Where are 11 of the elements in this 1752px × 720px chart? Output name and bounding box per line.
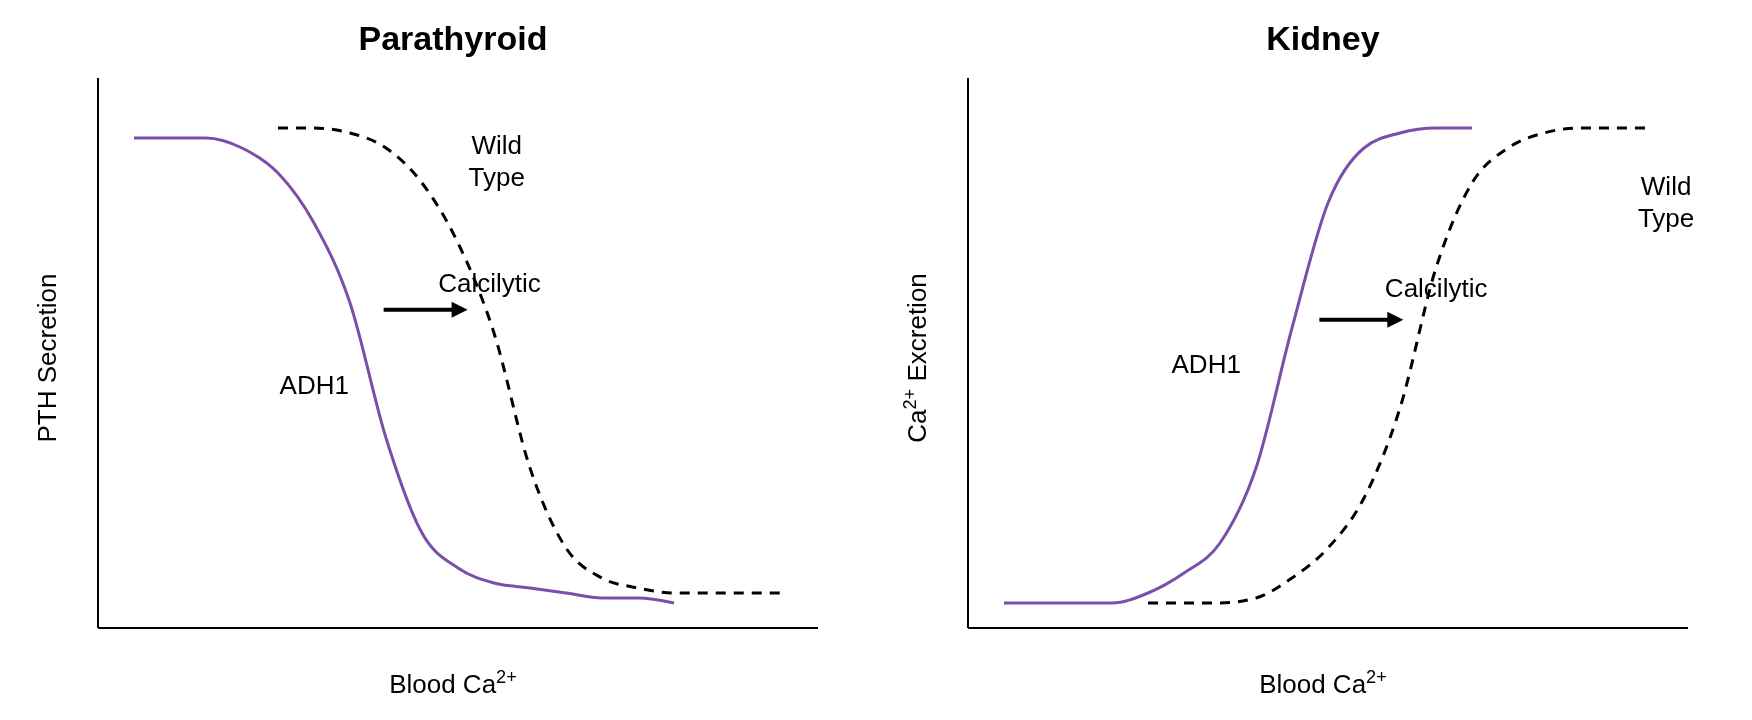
x-axis-title: Blood Ca$^{2+}$ [389, 667, 517, 699]
series-label: ADH1 [1171, 349, 1241, 380]
y-axis-title: PTH Secretion [32, 273, 62, 443]
series-label: Wild Type [468, 130, 525, 193]
chart-title: Parathyroid [358, 19, 548, 57]
series-label: ADH1 [279, 369, 349, 400]
annotation: Calcilytic [438, 267, 541, 298]
chart-title: Kidney [1266, 19, 1380, 57]
series-label: Wild Type [1637, 171, 1695, 234]
x-axis-title: Blood Ca$^{2+}$ [1259, 667, 1387, 699]
annotation: Calcilytic [1384, 272, 1488, 303]
